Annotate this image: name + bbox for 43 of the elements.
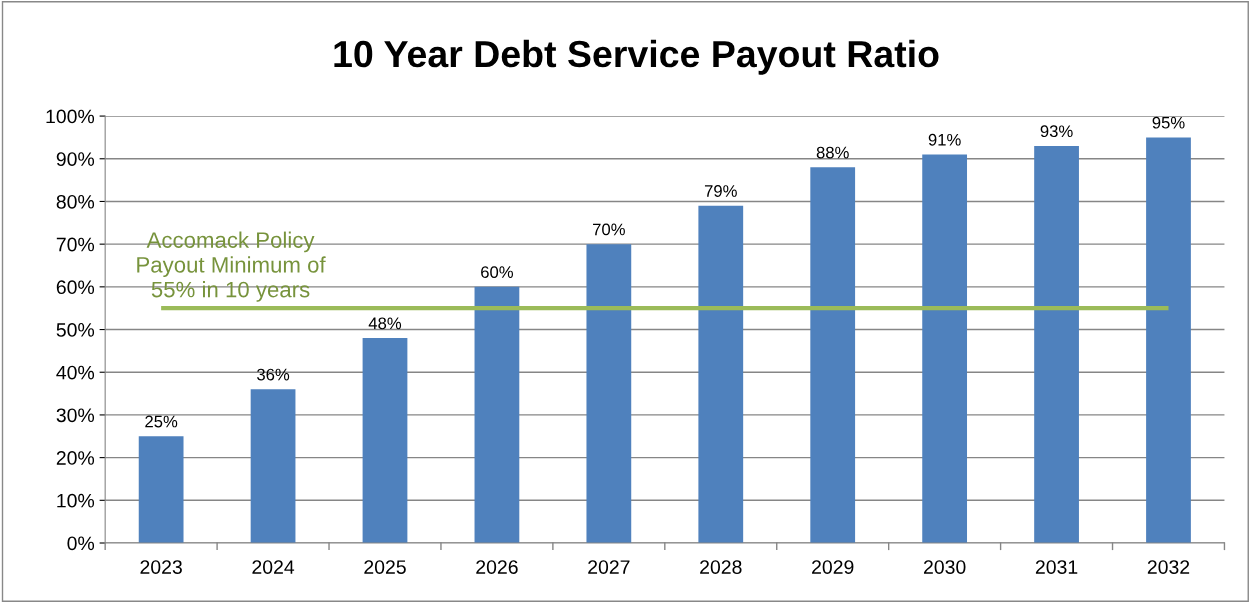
bar [362,338,408,543]
x-tick-label: 2028 [700,560,742,574]
x-tick-label: 2032 [1147,560,1190,574]
y-tick-label: 80% [56,194,95,209]
data-label: 88% [816,146,849,159]
ref-line-label: Accomack Policy Payout Minimum of 55% in 10 years [137,231,326,302]
data-label: 70% [593,223,625,236]
bar [1034,145,1079,543]
x-tick-label: 2029 [812,560,854,574]
y-tick-label: 10% [57,493,95,508]
data-label: 79% [704,185,737,197]
data-label: 60% [481,266,514,278]
y-tick-label: 90% [56,152,95,167]
y-tick-label: 100% [46,109,95,124]
y-tick-label: 20% [56,451,95,465]
x-tick-label: 2031 [1035,560,1078,574]
bar [1146,137,1191,543]
data-label: 95% [1152,116,1185,129]
data-label: 36% [257,368,290,381]
y-tick-label: 50% [56,323,95,337]
bar [474,286,520,543]
y-tick-label: 0% [67,536,95,551]
x-tick-label: 2027 [588,560,630,574]
bar [138,436,184,543]
bar [698,205,744,543]
bar [922,154,968,543]
data-label: 93% [1040,125,1073,138]
y-tick-label: 60% [56,280,95,295]
x-tick-label: 2024 [252,560,295,574]
y-tick-label: 70% [56,237,95,252]
bar [250,389,296,543]
x-tick-label: 2025 [364,560,406,574]
chart-title: 10 Year Debt Service Payout Ratio [334,39,939,75]
x-tick-label: 2026 [476,560,518,574]
bar [810,167,856,543]
y-tick-label: 40% [56,365,95,380]
x-tick-label: 2023 [140,560,182,574]
data-label: 48% [368,317,402,330]
data-label: 91% [928,133,961,146]
bar [586,244,632,543]
y-tick-label: 30% [56,408,95,423]
x-tick-label: 2030 [923,560,966,574]
data-label: 25% [145,415,178,428]
